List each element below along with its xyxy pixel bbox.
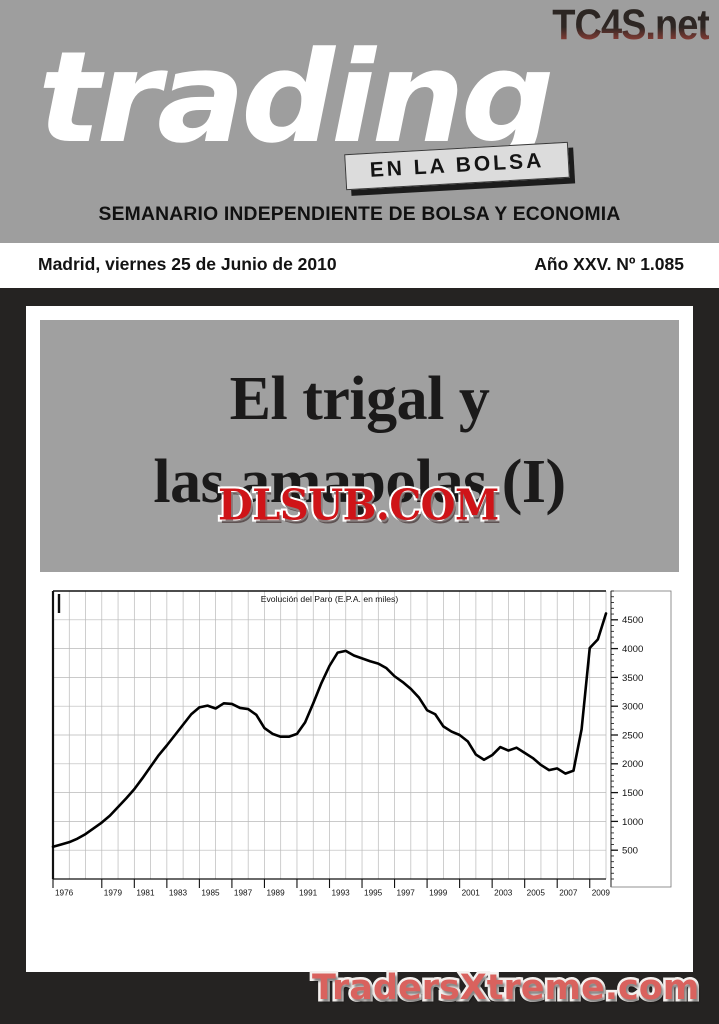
svg-text:1993: 1993 (332, 889, 351, 898)
headline-line-2: las amapolas (I) (153, 448, 566, 516)
page-title: El trigal y las amapolas (I) (40, 358, 679, 524)
svg-text:1983: 1983 (169, 889, 188, 898)
svg-text:1985: 1985 (201, 889, 220, 898)
svg-text:3000: 3000 (622, 702, 643, 713)
masthead: TC4S.net trading EN LA BOLSA SEMANARIO I… (0, 0, 719, 243)
svg-text:2009: 2009 (592, 889, 611, 898)
headline-line-1: El trigal y (229, 365, 490, 433)
unemployment-chart: Evolución del Paro (E.P.A. en miles) 500 1… (40, 583, 679, 923)
place-and-date: Madrid, viernes 25 de Junio de 2010 (38, 254, 337, 274)
svg-text:1989: 1989 (266, 889, 285, 898)
svg-text:2003: 2003 (494, 889, 513, 898)
svg-text:1999: 1999 (429, 889, 448, 898)
svg-text:1987: 1987 (234, 889, 253, 898)
svg-text:2500: 2500 (622, 730, 643, 741)
svg-text:3500: 3500 (622, 673, 643, 684)
svg-text:1991: 1991 (299, 889, 318, 898)
headline-box: El trigal y las amapolas (I) (40, 320, 679, 572)
svg-text:4500: 4500 (622, 615, 643, 626)
tc4s-site-logo: TC4S.net (552, 2, 710, 50)
svg-text:1997: 1997 (397, 889, 416, 898)
svg-text:1000: 1000 (622, 817, 643, 828)
svg-text:1976: 1976 (55, 889, 74, 898)
svg-text:1981: 1981 (136, 889, 155, 898)
svg-text:1500: 1500 (622, 788, 643, 799)
trading-wordmark: trading (38, 24, 555, 171)
svg-text:1979: 1979 (104, 889, 123, 898)
svg-text:2007: 2007 (559, 889, 578, 898)
svg-text:1995: 1995 (364, 889, 383, 898)
svg-text:4000: 4000 (622, 644, 643, 655)
svg-text:500: 500 (622, 846, 638, 857)
svg-text:2005: 2005 (527, 889, 546, 898)
date-bar: Madrid, viernes 25 de Junio de 2010 Año … (0, 243, 719, 288)
svg-text:2000: 2000 (622, 759, 643, 770)
cover-white-page: El trigal y las amapolas (I) Evolución d… (26, 306, 693, 972)
cover-dark-frame: El trigal y las amapolas (I) Evolución d… (0, 288, 719, 1024)
issue-number: Año XXV. Nº 1.085 (534, 254, 684, 274)
chart-svg: Evolución del Paro (E.P.A. en miles) 500 1… (51, 590, 672, 898)
svg-text:Evolución del Paro (E.P.A. en: Evolución del Paro (E.P.A. en miles) (261, 594, 399, 604)
dlsub-watermark: DLSUB.COM (216, 479, 501, 533)
svg-text:2001: 2001 (462, 889, 481, 898)
masthead-tagline: SEMANARIO INDEPENDIENTE DE BOLSA Y ECONO… (98, 203, 621, 225)
tradersxtreme-watermark: TradersXtreme.com (309, 966, 701, 1011)
